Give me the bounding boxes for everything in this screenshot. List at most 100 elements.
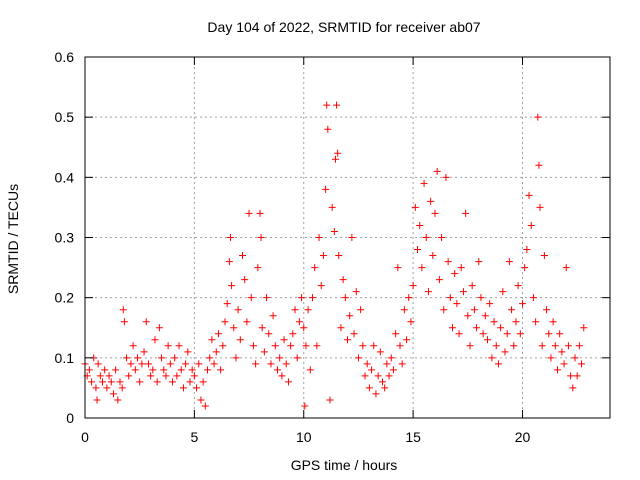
data-point: [164, 342, 172, 350]
data-point: [319, 252, 327, 260]
data-point: [228, 282, 236, 290]
data-point: [260, 348, 268, 356]
data-point: [424, 288, 432, 296]
data-point: [136, 378, 144, 386]
data-point: [363, 360, 371, 368]
data-point: [169, 378, 176, 386]
data-point: [131, 366, 139, 374]
data-point: [527, 221, 535, 229]
data-point: [403, 336, 411, 344]
data-point: [521, 264, 529, 272]
data-point: [556, 330, 564, 338]
data-point: [510, 342, 518, 350]
data-point: [304, 306, 312, 314]
data-point: [536, 203, 544, 211]
data-point: [241, 276, 249, 284]
data-point: [210, 360, 218, 368]
data-point: [374, 372, 382, 380]
data-point: [376, 348, 384, 356]
data-point: [462, 209, 470, 217]
data-point: [274, 366, 281, 374]
data-point: [551, 342, 559, 350]
data-point: [389, 366, 397, 374]
data-point: [442, 173, 450, 181]
y-tick-label: 0.6: [55, 49, 75, 65]
data-point: [534, 113, 542, 121]
data-point: [523, 246, 531, 254]
data-point: [295, 318, 303, 326]
y-axis-label: SRMTID / TECUs: [5, 184, 21, 294]
data-point: [333, 101, 341, 109]
data-point: [271, 342, 279, 350]
data-point: [357, 306, 365, 314]
data-point: [134, 354, 141, 362]
data-point: [103, 384, 111, 392]
axis-ticks: 0 0.1 0.2 0.3 0.4 0.5 0.6 0 5 10 15 20: [55, 49, 610, 445]
data-point: [171, 354, 179, 362]
data-point: [247, 294, 255, 302]
data-point: [560, 360, 568, 368]
data-point: [125, 372, 133, 380]
x-axis-label: GPS time / hours: [291, 457, 398, 473]
data-point: [315, 234, 323, 241]
y-tick-label: 0.1: [55, 350, 75, 366]
data-point: [466, 342, 474, 350]
data-point: [265, 330, 273, 338]
x-tick-label: 0: [81, 429, 89, 445]
data-point: [497, 324, 505, 332]
data-point: [431, 209, 439, 217]
data-point: [473, 324, 481, 332]
data-point: [379, 378, 386, 386]
data-point: [420, 179, 428, 187]
data-point: [573, 372, 581, 380]
data-point: [368, 366, 376, 374]
data-point: [142, 318, 150, 326]
data-point: [88, 378, 96, 386]
data-point: [109, 390, 117, 398]
data-point: [179, 384, 187, 392]
data-point: [352, 288, 360, 296]
data-point: [107, 378, 115, 386]
data-point: [173, 372, 181, 380]
data-point: [151, 336, 159, 344]
data-point: [341, 294, 349, 302]
data-point: [549, 318, 557, 326]
data-point: [545, 330, 553, 338]
data-point: [206, 354, 214, 362]
data-point: [221, 318, 229, 326]
data-point: [306, 366, 314, 374]
data-point: [354, 354, 362, 362]
y-tick-label: 0.2: [55, 290, 75, 306]
y-tick-label: 0.3: [55, 230, 75, 246]
data-point: [348, 234, 356, 241]
data-point: [269, 312, 277, 320]
data-point: [317, 282, 325, 290]
data-point: [490, 318, 498, 326]
data-point: [123, 354, 131, 362]
data-point: [199, 378, 207, 386]
data-point: [514, 282, 522, 290]
data-point: [160, 366, 168, 374]
data-point: [398, 360, 406, 368]
data-point: [278, 372, 286, 380]
data-point: [322, 185, 330, 193]
data-point: [501, 348, 509, 356]
data-point: [538, 342, 546, 350]
data-point: [383, 360, 391, 368]
data-point: [201, 402, 209, 410]
data-point: [494, 360, 502, 368]
data-point: [276, 354, 284, 362]
data-point: [177, 366, 185, 374]
data-point: [543, 306, 551, 314]
data-point: [193, 384, 201, 392]
data-point: [346, 312, 354, 320]
data-point: [429, 252, 437, 260]
data-point: [239, 252, 246, 260]
data-point: [427, 197, 435, 205]
data-point: [313, 342, 321, 350]
data-point: [499, 288, 507, 296]
data-point: [532, 318, 540, 326]
data-point: [334, 149, 342, 157]
data-point: [293, 354, 301, 362]
data-point: [94, 360, 102, 368]
